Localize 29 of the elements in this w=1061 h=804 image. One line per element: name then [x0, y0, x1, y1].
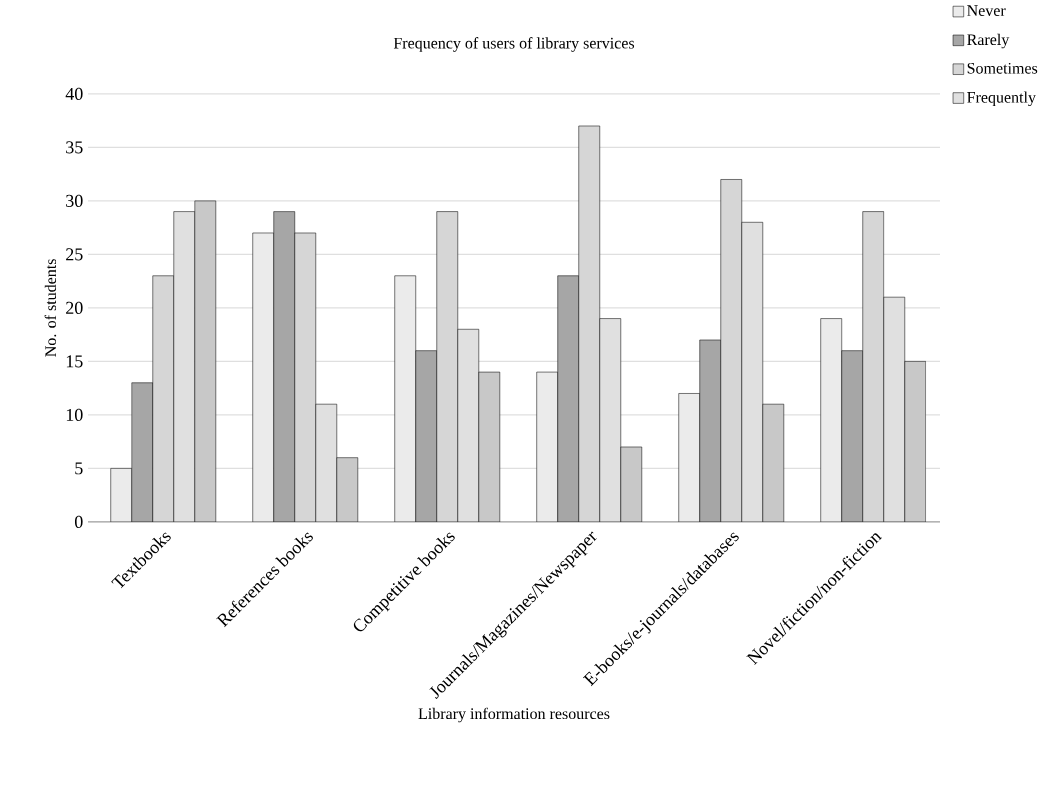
y-tick-label: 10 — [66, 408, 83, 422]
legend-label: Frequently — [967, 91, 1036, 107]
bar — [194, 200, 217, 522]
bar — [762, 403, 785, 522]
bar — [415, 350, 438, 522]
legend-label: Never — [967, 5, 1006, 17]
bar — [557, 275, 580, 522]
legend-label: Sometimes — [967, 62, 1038, 74]
y-tick-label: 30 — [66, 194, 83, 208]
bar — [699, 339, 722, 522]
bar — [841, 350, 864, 522]
bar — [131, 382, 154, 522]
bar — [478, 371, 501, 522]
x-axis-title: Library information resources — [418, 707, 610, 723]
bar — [336, 457, 359, 522]
legend-label: Rarely — [967, 33, 1010, 49]
bar — [273, 211, 296, 522]
bar — [904, 361, 927, 522]
y-tick-label: 5 — [75, 462, 83, 475]
y-tick-label: 15 — [66, 355, 83, 368]
bar — [620, 446, 643, 522]
chart-title: Frequency of users of library services — [393, 37, 635, 52]
bar — [110, 468, 133, 522]
y-tick-label: 0 — [74, 515, 83, 529]
y-tick-label: 35 — [66, 141, 83, 154]
y-tick-label: 40 — [65, 87, 83, 101]
y-tick-label: 20 — [66, 301, 83, 315]
y-tick-label: 25 — [66, 248, 83, 261]
y-axis-title: No. of students — [44, 259, 57, 357]
